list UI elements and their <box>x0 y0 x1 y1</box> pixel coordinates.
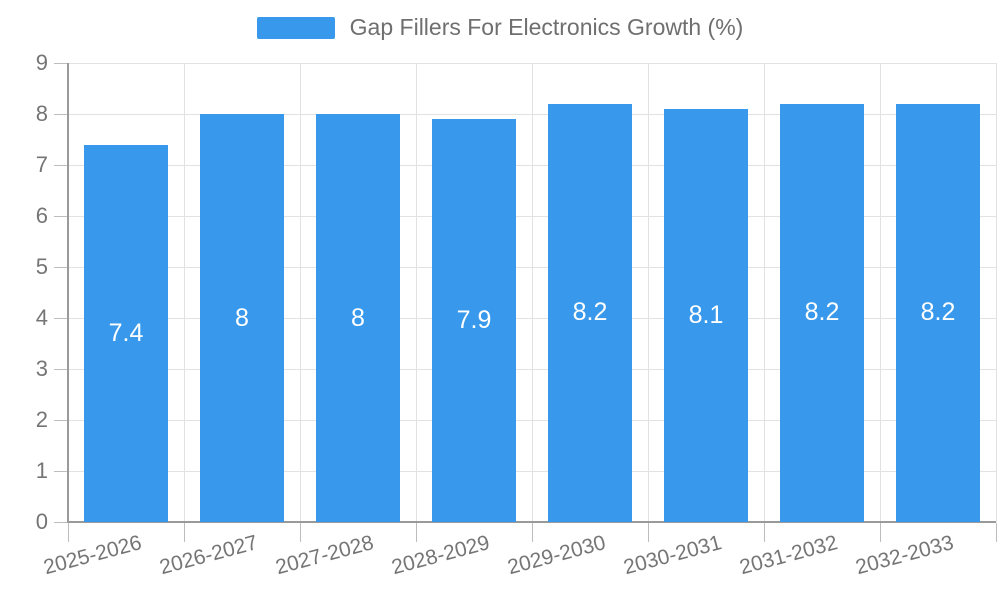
y-axis-label: 6 <box>35 203 48 228</box>
y-tick-mark <box>54 165 68 166</box>
y-tick-mark <box>54 267 68 268</box>
y-tick-mark <box>54 318 68 319</box>
bar-value-label: 8 <box>351 303 365 332</box>
x-gridline <box>184 63 185 522</box>
bar-value-label: 8.2 <box>804 298 840 327</box>
bar: 8 <box>200 114 284 522</box>
x-gridline <box>532 63 533 522</box>
x-axis-line <box>67 521 996 523</box>
x-axis-label: 2028-2029 <box>388 531 492 580</box>
y-axis-label: 8 <box>35 101 48 126</box>
bar: 7.4 <box>84 144 168 522</box>
y-axis-label: 9 <box>35 50 48 75</box>
x-axis-label: 2031-2032 <box>736 531 840 580</box>
bar-value-label: 8.2 <box>920 298 956 327</box>
y-axis-label: 0 <box>35 509 48 534</box>
x-tick-mark <box>68 523 69 542</box>
x-gridline <box>300 63 301 522</box>
y-axis-label: 3 <box>35 356 48 381</box>
y-axis-label: 5 <box>35 254 48 279</box>
x-axis-label: 2032-2033 <box>852 531 956 580</box>
y-axis-label: 7 <box>35 152 48 177</box>
x-gridline <box>648 63 649 522</box>
x-axis-label: 2029-2030 <box>504 531 608 580</box>
bar-value-label: 7.4 <box>108 318 144 347</box>
y-axis-label: 2 <box>35 407 48 432</box>
x-axis-label: 2030-2031 <box>620 531 724 580</box>
y-tick-mark <box>54 63 68 64</box>
y-axis-line <box>67 63 69 523</box>
y-tick-mark <box>54 471 68 472</box>
x-gridline <box>764 63 765 522</box>
chart-legend[interactable]: Gap Fillers For Electronics Growth (%) <box>0 14 1000 41</box>
bar: 8 <box>316 114 400 522</box>
bar: 8.1 <box>664 108 748 522</box>
bar: 8.2 <box>780 103 864 522</box>
y-tick-mark <box>54 369 68 370</box>
x-gridline <box>996 63 997 522</box>
bar-value-label: 8.2 <box>572 298 608 327</box>
y-axis-label: 1 <box>35 458 48 483</box>
bar: 8.2 <box>548 103 632 522</box>
x-tick-mark <box>416 523 417 542</box>
y-tick-mark <box>54 522 68 523</box>
x-tick-mark <box>300 523 301 542</box>
x-tick-mark <box>764 523 765 542</box>
bar: 8.2 <box>896 103 980 522</box>
bar-value-label: 8 <box>235 303 249 332</box>
x-tick-mark <box>184 523 185 542</box>
x-axis-label: 2027-2028 <box>272 531 376 580</box>
x-gridline <box>880 63 881 522</box>
x-tick-mark <box>996 523 997 542</box>
x-gridline <box>416 63 417 522</box>
y-tick-mark <box>54 420 68 421</box>
x-tick-mark <box>880 523 881 542</box>
x-axis-label: 2026-2027 <box>156 531 260 580</box>
x-axis-label: 2025-2026 <box>40 531 144 580</box>
x-tick-mark <box>532 523 533 542</box>
bar: 7.9 <box>432 119 516 522</box>
y-tick-mark <box>54 216 68 217</box>
legend-swatch <box>256 16 335 39</box>
y-axis-label: 4 <box>35 305 48 330</box>
x-tick-mark <box>648 523 649 542</box>
bar-value-label: 7.9 <box>456 306 492 335</box>
y-tick-mark <box>54 114 68 115</box>
bar-value-label: 8.1 <box>688 300 724 329</box>
chart-title: Gap Fillers For Electronics Growth (%) <box>349 14 744 40</box>
